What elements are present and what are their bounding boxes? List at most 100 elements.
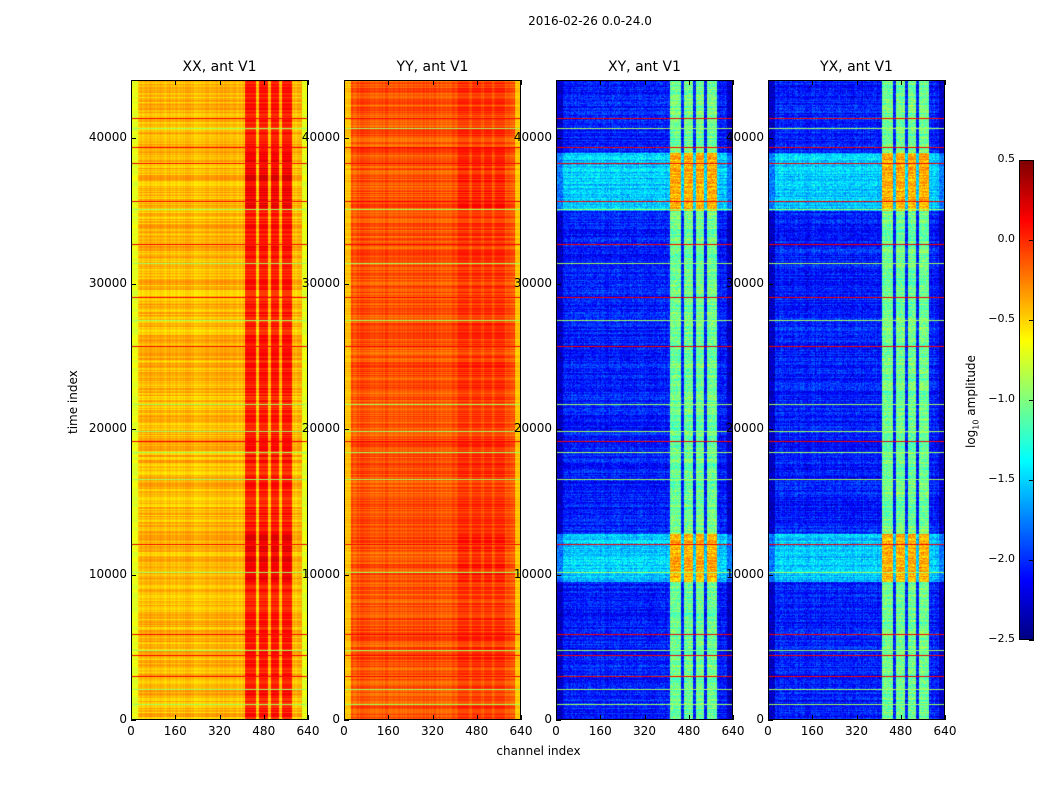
colorbar-tick-label: −0.5 xyxy=(988,312,1015,325)
panel-title: XX, ant V1 xyxy=(182,59,257,75)
x-tick-mark xyxy=(945,80,946,85)
y-tick-mark xyxy=(131,429,136,431)
x-tick-label: 160 xyxy=(800,724,824,738)
y-tick-label: 10000 xyxy=(725,566,764,581)
y-tick-label: 20000 xyxy=(513,421,552,436)
y-tick-mark xyxy=(344,283,349,285)
x-tick-label: 160 xyxy=(376,724,400,738)
x-tick-mark xyxy=(812,80,814,85)
colorbar-tick-label: 0.0 xyxy=(997,232,1016,245)
x-tick-mark xyxy=(175,80,177,85)
y-tick-mark xyxy=(556,574,561,576)
x-tick-mark xyxy=(556,80,557,85)
x-tick-mark xyxy=(219,715,221,720)
x-tick-mark xyxy=(263,80,265,85)
x-tick-mark xyxy=(476,80,478,85)
colorbar-label-part: amplitude xyxy=(964,355,978,420)
heatmap-xx xyxy=(131,80,308,720)
x-tick-mark xyxy=(175,715,177,720)
y-tick-mark xyxy=(131,138,136,140)
x-tick-mark xyxy=(600,80,602,85)
x-tick-mark xyxy=(644,715,646,720)
x-tick-label: 640 xyxy=(933,724,957,738)
y-tick-mark xyxy=(131,720,136,721)
colorbar-tick-label: −2.0 xyxy=(988,552,1015,565)
y-tick-label: 10000 xyxy=(301,566,340,581)
y-tick-mark xyxy=(556,720,561,721)
colorbar-tick-label: −2.5 xyxy=(988,632,1015,645)
y-axis-label: time index xyxy=(66,370,80,434)
x-tick-mark xyxy=(768,715,769,720)
x-tick-label: 640 xyxy=(509,724,533,738)
y-tick-label: 40000 xyxy=(301,130,340,145)
x-tick-label: 480 xyxy=(465,724,489,738)
colorbar-tick-mark xyxy=(1029,560,1034,561)
y-tick-mark xyxy=(768,720,773,721)
x-tick-mark xyxy=(600,715,602,720)
colorbar-label: log10 amplitude xyxy=(964,355,980,448)
colorbar-tick-mark xyxy=(1029,160,1034,161)
figure-title: 2016-02-26 0.0-24.0 xyxy=(528,14,652,28)
colorbar-tick-mark xyxy=(1029,400,1034,401)
x-axis-label: channel index xyxy=(496,744,581,758)
y-tick-label: 20000 xyxy=(88,421,127,436)
x-tick-mark xyxy=(131,715,132,720)
x-tick-label: 160 xyxy=(163,724,187,738)
y-tick-mark xyxy=(131,574,136,576)
colorbar-label-part: 10 xyxy=(971,419,981,430)
y-tick-mark xyxy=(344,138,349,140)
y-tick-label: 0 xyxy=(544,712,552,726)
panel-title: XY, ant V1 xyxy=(608,59,681,75)
colorbar-tick-mark xyxy=(1029,320,1034,321)
x-tick-label: 320 xyxy=(421,724,444,738)
x-tick-mark xyxy=(131,80,132,85)
x-tick-label: 320 xyxy=(633,724,656,738)
x-tick-label: 0 xyxy=(764,724,772,738)
colorbar-label-part: log xyxy=(964,429,978,448)
y-tick-label: 0 xyxy=(332,712,340,726)
x-tick-mark xyxy=(733,715,734,720)
y-tick-mark xyxy=(768,429,773,431)
colorbar-tick-mark xyxy=(1029,640,1034,641)
y-tick-label: 0 xyxy=(119,712,127,726)
colorbar-tick-label: −1.0 xyxy=(988,392,1015,405)
colorbar-tick-mark xyxy=(1029,480,1034,481)
x-tick-mark xyxy=(556,715,557,720)
x-tick-mark xyxy=(812,715,814,720)
heatmap-yx xyxy=(768,80,945,720)
x-tick-mark xyxy=(521,80,522,85)
x-tick-mark xyxy=(900,80,902,85)
colorbar-tick-label: −1.5 xyxy=(988,472,1015,485)
x-tick-label: 0 xyxy=(127,724,135,738)
y-tick-mark xyxy=(344,574,349,576)
y-tick-mark xyxy=(344,720,349,721)
y-tick-mark xyxy=(556,429,561,431)
x-tick-mark xyxy=(856,80,858,85)
panel-title: YX, ant V1 xyxy=(820,59,893,75)
y-tick-mark xyxy=(344,429,349,431)
colorbar xyxy=(1019,160,1034,640)
x-tick-mark xyxy=(344,80,345,85)
x-tick-mark xyxy=(856,715,858,720)
colorbar-tick-mark xyxy=(1029,240,1034,241)
y-tick-mark xyxy=(768,574,773,576)
x-tick-mark xyxy=(688,80,690,85)
x-tick-mark xyxy=(388,80,390,85)
x-tick-mark xyxy=(308,80,309,85)
heatmap-xy xyxy=(556,80,733,720)
x-tick-mark xyxy=(900,715,902,720)
x-tick-label: 640 xyxy=(296,724,320,738)
x-tick-mark xyxy=(945,715,946,720)
y-tick-mark xyxy=(556,283,561,285)
y-tick-label: 30000 xyxy=(725,275,764,290)
y-tick-label: 30000 xyxy=(301,275,340,290)
y-tick-mark xyxy=(131,283,136,285)
y-tick-label: 20000 xyxy=(301,421,340,436)
x-tick-label: 320 xyxy=(845,724,868,738)
y-tick-label: 0 xyxy=(756,712,764,726)
x-tick-mark xyxy=(476,715,478,720)
y-tick-label: 40000 xyxy=(88,130,127,145)
y-tick-mark xyxy=(768,138,773,140)
x-tick-mark xyxy=(432,80,434,85)
y-tick-mark xyxy=(768,283,773,285)
